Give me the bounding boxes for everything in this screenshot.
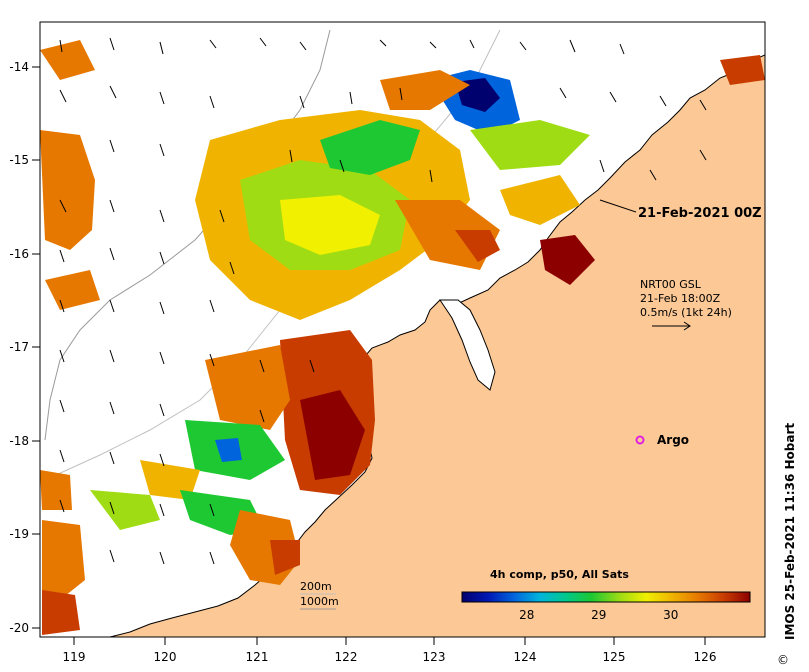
lon-tick-label: 121: [246, 650, 269, 664]
current-time-label: 21-Feb 18:00Z: [640, 292, 721, 305]
colorbar-tick-label: 29: [591, 608, 606, 622]
plot-border: [39, 21, 766, 638]
colorbar-title: 4h comp, p50, All Sats: [490, 568, 629, 581]
current-product-label: NRT00 GSL: [640, 278, 701, 291]
lat-tick-label: -14: [9, 60, 29, 74]
lon-tick-label: 124: [514, 650, 537, 664]
credit-label: IMOS 25-Feb-2021 11:36 Hobart: [783, 422, 797, 640]
isobath-1000-label: 1000m: [300, 595, 339, 608]
vector-scale-label: 0.5m/s (1kt 24h): [640, 306, 732, 319]
gulf-water: [439, 299, 496, 391]
x-ticks: [73, 637, 706, 645]
sst-patches: [40, 40, 765, 635]
lon-tick-label: 126: [694, 650, 717, 664]
lat-tick-label: -15: [9, 153, 29, 167]
isobath-1000: [44, 29, 331, 441]
colorbar-tick-label: 30: [663, 608, 678, 622]
lat-tick-label: -20: [9, 621, 29, 635]
date-pointer: [599, 199, 637, 213]
argo-label: Argo: [657, 433, 690, 447]
current-vectors: [59, 37, 707, 565]
lon-tick-label: 122: [335, 650, 358, 664]
lat-tick-label: -17: [9, 340, 29, 354]
lon-tick-label: 125: [603, 650, 626, 664]
colorbar: [461, 591, 751, 603]
date-label: 21-Feb-2021 00Z: [638, 206, 762, 221]
y-ticks: [32, 66, 40, 629]
isobath-200-label: 200m: [300, 580, 332, 593]
lat-tick-label: -16: [9, 247, 29, 261]
scale-arrow: [652, 321, 691, 331]
colorbar-ticks: 28 29 30: [519, 608, 678, 622]
lat-tick-label: -18: [9, 434, 29, 448]
copyright-symbol: ©: [777, 653, 789, 667]
lat-tick-label: -19: [9, 527, 29, 541]
lon-tick-label: 119: [63, 650, 86, 664]
lon-tick-label: 123: [423, 650, 446, 664]
lon-tick-label: 120: [154, 650, 177, 664]
argo-marker: [635, 435, 645, 445]
colorbar-tick-label: 28: [519, 608, 534, 622]
